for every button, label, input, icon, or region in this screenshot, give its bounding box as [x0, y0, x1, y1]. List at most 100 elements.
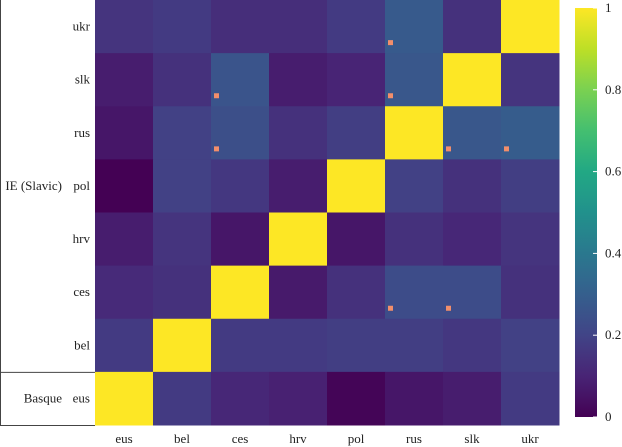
y-tick-label-hrv: hrv — [73, 231, 91, 246]
heatmap-cell-hrv-pol — [327, 212, 386, 267]
row-group-labels: IE (Slavic) Basque — [0, 0, 95, 426]
heatmap-cell-rus-ukr — [501, 106, 560, 160]
heatmap-cell-eus-hrv — [269, 371, 328, 426]
colorbar-tick-label-1: 0.2 — [605, 327, 621, 342]
heatmap-cell-slk-hrv — [269, 53, 328, 107]
heatmap-cell-pol-bel — [153, 159, 212, 213]
heatmap-cell-hrv-eus — [95, 212, 154, 267]
heatmap-cell-slk-ces — [211, 53, 270, 107]
heatmap-cell-ukr-pol — [327, 0, 386, 54]
heatmap-cell-hrv-rus — [385, 212, 444, 267]
heatmap-cell-hrv-ces — [211, 212, 270, 267]
colorbar-tick-label-2: 0.4 — [605, 245, 622, 260]
marker-rus-slk — [446, 146, 451, 152]
heatmap-cell-ces-hrv — [269, 265, 328, 320]
significance-markers — [214, 40, 509, 311]
x-axis-tick-labels: eus bel ces hrv pol rus slk ukr — [115, 431, 539, 446]
y-tick-label-pol: pol — [73, 178, 90, 193]
heatmap-cell-ukr-eus — [95, 0, 154, 54]
marker-ukr-rus — [388, 40, 393, 46]
heatmap-cell-ukr-ces — [211, 0, 270, 54]
heatmap-cell-hrv-hrv — [269, 212, 328, 267]
heatmap-cell-slk-pol — [327, 53, 386, 107]
heatmap-cell-ces-slk — [443, 265, 502, 320]
heatmap-cell-hrv-slk — [443, 212, 502, 267]
marker-slk-ces — [214, 93, 219, 99]
heatmap-cell-hrv-bel — [153, 212, 212, 267]
colorbar-tick-label-4: 0.8 — [605, 82, 621, 97]
marker-ces-rus — [388, 305, 393, 311]
heatmap-cell-hrv-ukr — [501, 212, 560, 267]
heatmap-cell-bel-rus — [385, 318, 444, 373]
heatmap-cell-ces-eus — [95, 265, 154, 320]
x-tick-label-bel: bel — [174, 431, 190, 446]
y-tick-label-ukr: ukr — [73, 19, 91, 34]
heatmap-cell-bel-eus — [95, 318, 154, 373]
x-tick-label-eus: eus — [115, 431, 132, 446]
heatmap-cell-rus-rus — [385, 106, 444, 160]
heatmap-cell-pol-ukr — [501, 159, 560, 213]
heatmap-cell-bel-ukr — [501, 318, 560, 373]
heatmap-cell-slk-slk — [443, 53, 502, 107]
heatmap-cell-ces-ces — [211, 265, 270, 320]
colorbar-tick-label-3: 0.6 — [605, 164, 622, 179]
heatmap-cell-rus-eus — [95, 106, 154, 160]
heatmap-cell-slk-eus — [95, 53, 154, 107]
x-tick-label-ces: ces — [232, 431, 249, 446]
y-tick-label-eus: eus — [73, 390, 90, 405]
marker-ces-slk — [446, 305, 451, 311]
heatmap-cell-bel-bel — [153, 318, 212, 373]
heatmap-cell-pol-eus — [95, 159, 154, 213]
heatmap-cell-pol-slk — [443, 159, 502, 213]
heatmap-cell-ces-bel — [153, 265, 212, 320]
heatmap-cell-bel-hrv — [269, 318, 328, 373]
heatmap-cell-bel-slk — [443, 318, 502, 373]
x-tick-label-rus: rus — [406, 431, 422, 446]
colorbar-tick-label-0: 0 — [605, 409, 612, 424]
heatmap-cell-pol-hrv — [269, 159, 328, 213]
y-tick-label-bel: bel — [74, 337, 90, 352]
heatmap-cell-slk-bel — [153, 53, 212, 107]
x-tick-label-slk: slk — [464, 431, 480, 446]
colorbar-tick-label-5: 1 — [605, 0, 612, 15]
heatmap-cell-eus-ukr — [501, 371, 560, 426]
x-tick-label-ukr: ukr — [521, 431, 539, 446]
colorbar: 0 0.2 0.4 0.6 0.8 1 — [575, 0, 622, 424]
heatmap-cell-rus-hrv — [269, 106, 328, 160]
heatmap-cell-rus-ces — [211, 106, 270, 160]
y-tick-label-rus: rus — [74, 125, 90, 140]
heatmap-cell-eus-eus — [95, 371, 154, 426]
heatmap-cell-slk-rus — [385, 53, 444, 107]
marker-slk-rus — [388, 93, 393, 99]
heatmap-cell-eus-bel — [153, 371, 212, 426]
heatmap-cell-rus-bel — [153, 106, 212, 160]
heatmap-cell-ces-rus — [385, 265, 444, 320]
marker-rus-ukr — [504, 146, 509, 152]
heatmap-cell-eus-rus — [385, 371, 444, 426]
heatmap-cell-pol-pol — [327, 159, 386, 213]
heatmap-cells — [95, 0, 560, 426]
row-group-label-0: IE (Slavic) — [5, 178, 62, 193]
heatmap-cell-bel-pol — [327, 318, 386, 373]
heatmap-cell-ukr-hrv — [269, 0, 328, 54]
heatmap-cell-ukr-bel — [153, 0, 212, 54]
marker-rus-ces — [214, 146, 219, 152]
row-group-label-1: Basque — [24, 390, 63, 405]
heatmap-cell-slk-ukr — [501, 53, 560, 107]
x-tick-label-pol: pol — [348, 431, 365, 446]
heatmap-cell-bel-ces — [211, 318, 270, 373]
heatmap-cell-ukr-ukr — [501, 0, 560, 54]
heatmap-cell-ces-ukr — [501, 265, 560, 320]
heatmap-cell-ukr-slk — [443, 0, 502, 54]
heatmap-cell-eus-slk — [443, 371, 502, 426]
heatmap-cell-ces-pol — [327, 265, 386, 320]
heatmap-cell-pol-rus — [385, 159, 444, 213]
heatmap-cell-ukr-rus — [385, 0, 444, 54]
heatmap-cell-eus-pol — [327, 371, 386, 426]
heatmap-cell-rus-slk — [443, 106, 502, 160]
y-tick-label-slk: slk — [75, 72, 91, 87]
colorbar-gradient — [575, 8, 597, 417]
heatmap-cell-rus-pol — [327, 106, 386, 160]
